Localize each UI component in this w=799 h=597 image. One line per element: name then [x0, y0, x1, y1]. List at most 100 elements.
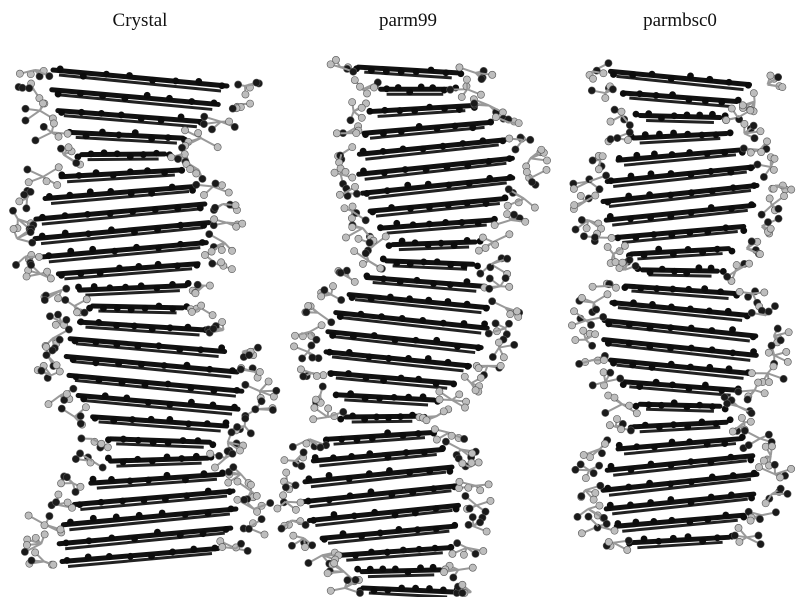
- atom: [750, 122, 757, 129]
- atom: [72, 488, 79, 495]
- atom: [685, 246, 692, 253]
- atom: [237, 540, 244, 547]
- atom: [765, 308, 772, 315]
- atom: [451, 522, 458, 529]
- atom: [312, 396, 319, 403]
- atom: [757, 541, 764, 548]
- atom: [447, 281, 454, 288]
- atom: [788, 186, 795, 193]
- atom: [87, 188, 94, 195]
- atom: [313, 336, 320, 343]
- atom: [385, 414, 392, 421]
- atom: [469, 514, 476, 521]
- atom: [572, 336, 579, 343]
- atom: [258, 516, 265, 523]
- atom: [591, 331, 598, 338]
- atom: [439, 445, 446, 452]
- atom: [392, 565, 399, 572]
- atom: [230, 464, 237, 471]
- atom: [96, 376, 103, 383]
- atom: [76, 501, 83, 508]
- atom: [714, 534, 721, 541]
- atom: [62, 230, 69, 237]
- atom: [367, 566, 374, 573]
- atom: [149, 458, 156, 465]
- atom: [136, 512, 143, 519]
- atom: [418, 83, 425, 90]
- atom: [150, 439, 157, 446]
- atom: [438, 240, 445, 247]
- atom: [474, 263, 481, 270]
- atom: [646, 191, 653, 198]
- atom: [107, 188, 114, 195]
- atom: [99, 464, 106, 471]
- atom: [432, 505, 439, 512]
- atom: [729, 326, 736, 333]
- atom: [748, 309, 755, 316]
- atom: [228, 429, 235, 436]
- atom: [653, 379, 660, 386]
- atom: [349, 174, 356, 181]
- dna-helix: [9, 66, 279, 569]
- panel-label: parmbsc0: [643, 10, 717, 31]
- atom: [352, 552, 359, 559]
- atom: [571, 202, 578, 209]
- atom: [423, 417, 430, 424]
- atom: [231, 123, 238, 130]
- atom: [208, 126, 215, 133]
- atom: [576, 360, 583, 367]
- atom: [608, 463, 615, 470]
- atom: [426, 221, 433, 228]
- atom: [362, 217, 369, 224]
- atom: [629, 362, 636, 369]
- atom: [457, 70, 464, 77]
- atom: [447, 261, 454, 268]
- base-pair: [346, 416, 419, 417]
- atom: [570, 185, 577, 192]
- atom: [242, 91, 249, 98]
- atom: [607, 502, 614, 509]
- atom: [434, 258, 441, 265]
- atom: [218, 246, 225, 253]
- atom: [206, 282, 213, 289]
- atom: [126, 72, 133, 79]
- atom: [363, 374, 370, 381]
- atom: [144, 92, 151, 99]
- atom: [101, 149, 108, 156]
- atom: [338, 436, 345, 443]
- atom: [686, 96, 693, 103]
- atom: [135, 437, 142, 444]
- atom: [459, 460, 466, 467]
- atom: [407, 205, 414, 212]
- atom: [381, 107, 388, 114]
- atom: [145, 399, 152, 406]
- atom: [399, 315, 406, 322]
- atom: [596, 186, 603, 193]
- atom: [77, 270, 84, 277]
- atom: [97, 270, 104, 277]
- atom: [632, 262, 639, 269]
- atom: [420, 393, 427, 400]
- atom: [688, 189, 695, 196]
- atom: [492, 113, 499, 120]
- atom: [684, 111, 691, 118]
- atom: [326, 472, 333, 479]
- atom: [655, 538, 662, 545]
- atom: [90, 476, 97, 483]
- atom: [345, 370, 352, 377]
- atom: [611, 527, 618, 534]
- atom: [686, 438, 693, 445]
- atom: [300, 373, 307, 380]
- atom: [380, 148, 387, 155]
- atom: [63, 474, 70, 481]
- atom: [131, 229, 138, 236]
- atom: [723, 400, 730, 407]
- atom: [218, 182, 225, 189]
- atom: [726, 365, 733, 372]
- atom: [433, 526, 440, 533]
- atom: [748, 495, 755, 502]
- atom: [780, 192, 787, 199]
- atom: [583, 225, 590, 232]
- atom: [231, 404, 238, 411]
- atom: [750, 348, 757, 355]
